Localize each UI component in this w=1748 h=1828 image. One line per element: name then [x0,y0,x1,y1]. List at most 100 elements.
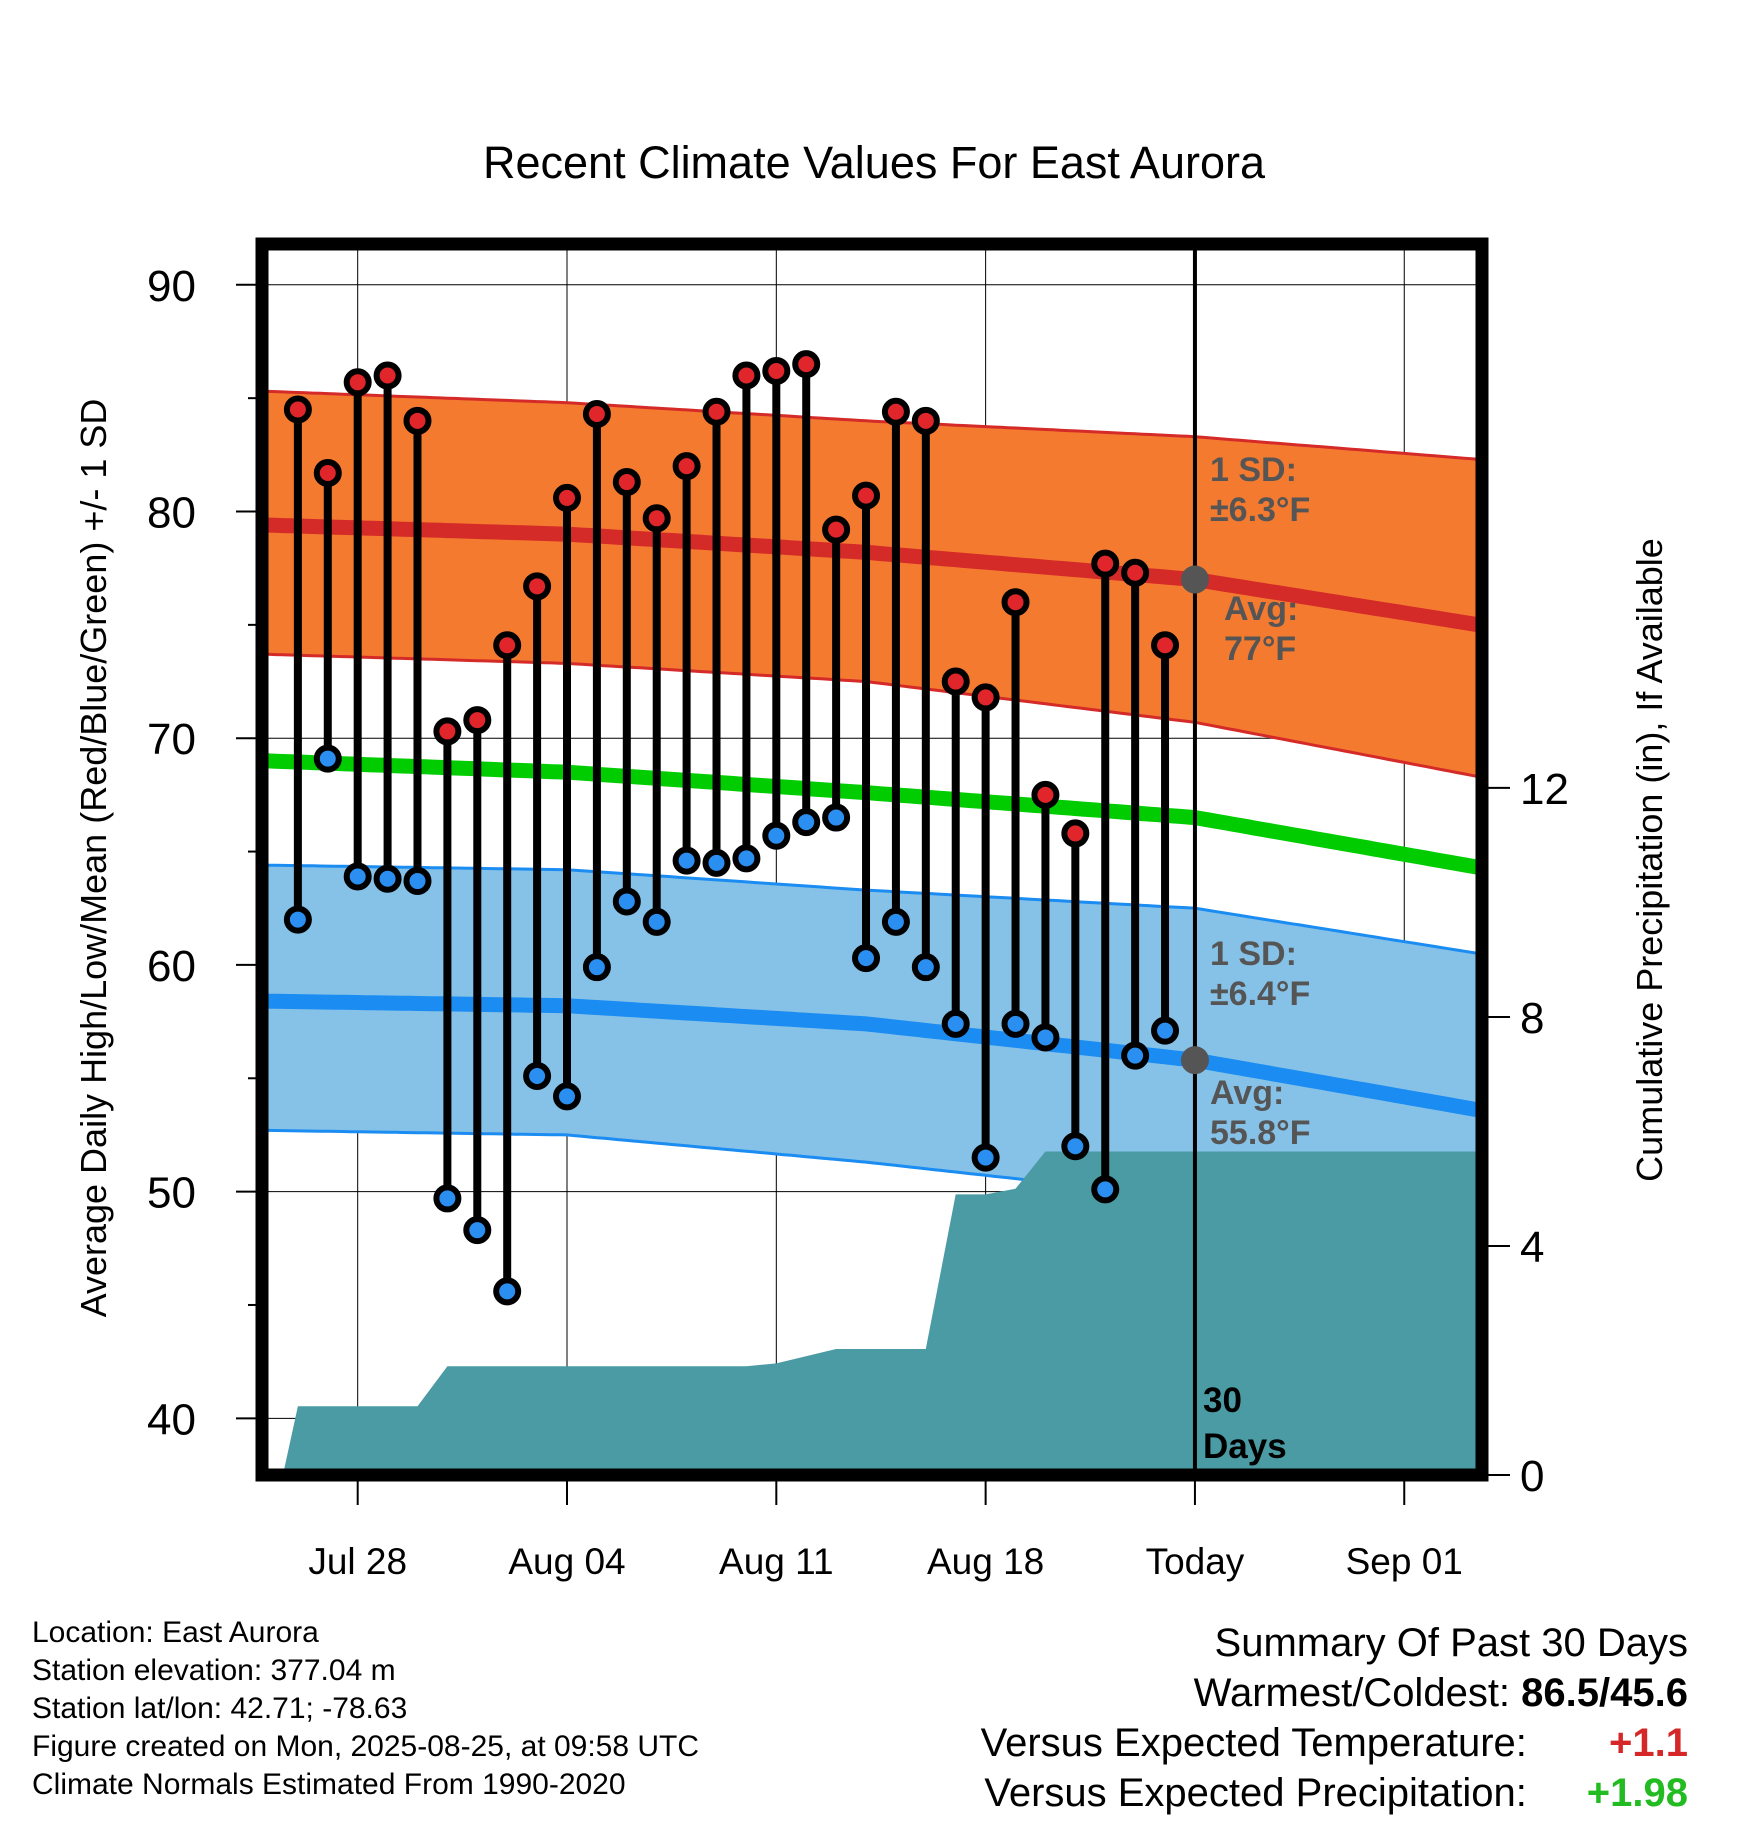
observed-high-point-20 [852,481,881,510]
y-tick-label-70: 70 [147,715,196,764]
y2-tick-label-12: 12 [1520,765,1569,814]
observed-high-point-13 [642,504,671,533]
y2-tick-label-0: 0 [1520,1452,1544,1501]
observed-high-point-28 [1091,549,1120,578]
observed-low-point-7 [463,1216,492,1245]
observed-high-point-17 [762,356,791,385]
observed-values [283,350,1180,1306]
observed-low-point-12 [612,887,641,916]
info-location: Location: East Aurora [32,1616,319,1649]
observed-high-point-8 [493,631,522,660]
y-tick-label-50: 50 [147,1169,196,1218]
y2-tick-label-8: 8 [1520,994,1544,1043]
observed-low-point-11 [582,953,611,982]
normal-lines [267,250,1481,1469]
observed-high-point-4 [373,361,402,390]
observed-high-point-6 [433,717,462,746]
observed-low-point-24 [971,1143,1000,1172]
low-avg-annotation-line-1: Avg: [1210,1074,1284,1112]
days-window-label-line-2: Days [1203,1427,1287,1466]
observed-high-point-29 [1121,558,1150,587]
climate-chart: Recent Climate Values For East Aurora 1 … [73,137,1670,1582]
observed-low-point-6 [433,1184,462,1213]
summary-warmest-coldest: Warmest/Coldest: 86.5/45.6 [981,1668,1688,1718]
plot-frame [255,237,1489,1482]
observed-high-point-19 [822,515,851,544]
low-sd-annotation-line-2: ±6.4°F [1210,975,1310,1013]
days-window-label-line-1: 30 [1203,1381,1242,1420]
info-elevation: Station elevation: 377.04 m [32,1654,396,1687]
x-tick-label-3: Aug 18 [927,1541,1044,1582]
low-avg-annotation-line-2: 55.8°F [1210,1114,1311,1152]
observed-low-point-9 [523,1062,552,1091]
precipitation-area [282,1151,1479,1475]
observed-high-point-2 [313,458,342,487]
normal-low-avg-line [267,993,1481,1118]
today-high-avg-marker [1180,565,1209,594]
observed-high-point-5 [403,406,432,435]
station-info: Location: East Aurora Station elevation:… [32,1614,699,1804]
observed-low-point-8 [493,1277,522,1306]
y-axis-title: Average Daily High/Low/Mean (Red/Blue/Gr… [73,399,114,1318]
precip-label: Versus Expected Precipitation: [984,1771,1527,1815]
precip-value: +1.98 [1586,1771,1688,1815]
observed-low-point-13 [642,907,671,936]
observed-high-point-26 [1031,780,1060,809]
x-tick-label-2: Aug 11 [719,1541,834,1582]
high-sd-annotation-line-2: ±6.3°F [1210,491,1310,529]
info-created: Figure created on Mon, 2025-08-25, at 09… [32,1730,700,1763]
normal-high-avg-line [267,517,1481,633]
observed-low-point-23 [941,1009,970,1038]
y-tick-label-90: 90 [147,262,196,311]
summary-temp: Versus Expected Temperature: +1.1 [981,1718,1688,1768]
x-tick-label-4: Today [1146,1541,1245,1582]
high-avg-annotation: Avg: 77°F [1224,590,1298,668]
chart-title: Recent Climate Values For East Aurora [483,137,1266,188]
observed-low-point-27 [1061,1132,1090,1161]
observed-high-point-21 [881,397,910,426]
normal-low-band-upper [267,863,1480,956]
warmest-coldest-value: 86.5/45.6 [1521,1671,1688,1715]
observed-high-point-24 [971,683,1000,712]
y2-tick-label-4: 4 [1520,1223,1544,1272]
observed-high-point-22 [911,406,940,435]
observed-low-point-2 [313,744,342,773]
observed-high-point-3 [343,368,372,397]
observed-low-point-17 [762,821,791,850]
observed-high-point-10 [553,483,581,512]
observed-low-point-18 [792,808,821,837]
info-normals: Climate Normals Estimated From 1990-2020 [32,1768,626,1801]
observed-low-point-15 [702,848,731,877]
y-tick-label-60: 60 [147,942,196,991]
observed-low-point-4 [373,864,402,893]
high-sd-annotation: 1 SD: ±6.3°F [1210,451,1310,529]
summary-panel: Summary Of Past 30 Days Warmest/Coldest:… [981,1618,1688,1818]
observed-low-point-3 [343,862,372,891]
temp-label: Versus Expected Temperature: [980,1721,1527,1765]
observed-low-point-26 [1031,1023,1060,1052]
low-sd-annotation-line-1: 1 SD: [1210,935,1297,973]
warmest-coldest-label: Warmest/Coldest: [1193,1671,1511,1715]
info-latlon: Station lat/lon: 42.71; -78.63 [32,1692,408,1725]
observed-high-point-14 [672,452,701,481]
y2-axis-title: Cumulative Precipitation (in), If Availa… [1629,538,1670,1182]
observed-high-point-9 [523,572,552,601]
normal-high-band-upper [267,389,1480,461]
y-tick-label-40: 40 [147,1395,196,1444]
observed-high-point-7 [463,706,492,735]
observed-high-point-30 [1151,631,1180,660]
high-avg-annotation-line-1: Avg: [1224,590,1298,628]
observed-low-point-10 [553,1082,581,1111]
x-tick-label-1: Aug 04 [508,1541,625,1582]
high-avg-annotation-line-2: 77°F [1224,630,1296,668]
observed-high-point-11 [582,400,611,429]
observed-high-point-18 [792,350,821,379]
observed-high-point-27 [1061,819,1090,848]
observed-low-point-25 [1001,1009,1030,1038]
normal-mean-avg-line [267,753,1481,875]
observed-low-point-30 [1151,1016,1180,1045]
observed-high-point-12 [612,468,641,497]
observed-low-point-29 [1121,1041,1150,1070]
low-sd-annotation: 1 SD: ±6.4°F [1210,935,1310,1013]
